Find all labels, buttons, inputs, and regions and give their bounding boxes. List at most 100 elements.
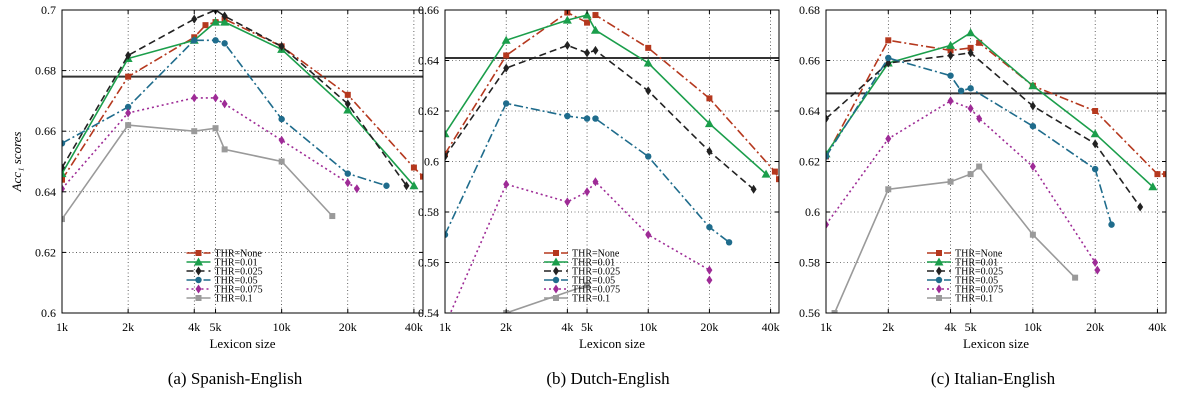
data-point: [220, 17, 230, 26]
data-point: [771, 168, 778, 175]
x-tick-label: 20k: [1086, 320, 1104, 334]
legend-marker: [195, 295, 202, 301]
legend: THR=NoneTHR=0.01THR=0.025THR=0.05THR=0.0…: [544, 249, 620, 305]
legend-entry: THR=0.05: [955, 276, 998, 287]
y-tick-label: 0.64: [35, 185, 56, 199]
data-point: [1029, 122, 1037, 130]
legend-marker: [936, 266, 942, 276]
data-point: [1090, 129, 1100, 138]
data-point: [966, 28, 976, 37]
data-point: [344, 170, 351, 177]
legend-entry: THR=0.075: [955, 285, 1003, 296]
y-axis-label: Acc₁ scores: [9, 132, 24, 193]
legend-marker: [552, 276, 560, 284]
data-point: [278, 135, 285, 145]
data-point: [725, 239, 733, 246]
legend-entry: THR=0.025: [215, 267, 263, 278]
data-point: [503, 179, 510, 189]
series-line-1: [826, 31, 1154, 188]
data-point: [410, 164, 417, 171]
data-point: [202, 22, 209, 29]
data-point: [1148, 182, 1158, 191]
data-point: [592, 177, 599, 187]
legend-entry: THR=0.025: [572, 267, 620, 278]
legend-entry: THR=0.1: [215, 294, 253, 305]
series-group: [826, 28, 1166, 313]
data-point: [191, 37, 198, 44]
legend-entry: THR=0.05: [572, 276, 615, 287]
data-point: [1092, 108, 1099, 114]
data-point: [706, 275, 713, 285]
x-tick-label: 5k: [965, 320, 977, 334]
data-point: [221, 146, 228, 153]
data-point: [344, 99, 351, 109]
y-tick-label: 0.62: [35, 245, 56, 259]
data-point: [967, 103, 974, 113]
data-point: [957, 87, 965, 95]
data-point: [761, 169, 771, 178]
data-point: [503, 52, 510, 59]
legend-entry: THR=None: [572, 249, 620, 260]
legend-marker: [551, 257, 561, 266]
data-point: [582, 10, 592, 19]
data-point: [885, 186, 892, 193]
data-point: [967, 44, 974, 51]
x-tick-label: 5k: [210, 320, 222, 334]
x-tick-label: 20k: [339, 320, 357, 334]
y-tick-label: 0.62: [799, 155, 820, 169]
legend-entry: THR=0.05: [215, 276, 258, 287]
legend-marker: [934, 257, 944, 266]
data-point: [445, 151, 448, 161]
legend-entry: THR=0.025: [955, 267, 1003, 278]
data-point: [125, 73, 132, 80]
data-point: [211, 17, 221, 26]
series-line-0: [826, 39, 1166, 175]
legend-marker: [936, 284, 942, 294]
x-axis-label: Lexicon size: [963, 336, 1029, 351]
series-line-3: [826, 57, 1113, 225]
data-point: [62, 163, 65, 173]
legend: THR=NoneTHR=0.01THR=0.025THR=0.05THR=0.0…: [186, 249, 263, 305]
y-tick-label: 0.66: [799, 54, 820, 68]
data-point: [592, 45, 599, 55]
data-point: [1091, 165, 1099, 173]
data-point: [947, 72, 954, 79]
panel-caption: (b) Dutch-English: [546, 369, 670, 388]
legend-entry: THR=0.1: [572, 294, 610, 305]
y-tick-label: 0.56: [418, 256, 439, 270]
series-line-3: [62, 39, 387, 187]
data-point: [212, 125, 219, 132]
y-tick-label: 0.66: [418, 3, 439, 17]
data-point: [353, 184, 360, 194]
legend-entry: THR=0.075: [215, 285, 263, 296]
data-point: [592, 12, 599, 19]
y-tick-label: 0.56: [799, 306, 820, 320]
panel-caption: (a) Spanish-English: [168, 369, 303, 388]
data-point: [562, 15, 572, 24]
data-point: [212, 37, 219, 44]
y-tick-label: 0.62: [418, 104, 439, 118]
data-point: [706, 146, 713, 156]
data-point: [584, 19, 591, 26]
panel-italian-english: 1k 2k 4k 5k 10k 20k 40k 0.56 0.58 0.6 0.62 0.64 0.66…: [799, 3, 1167, 388]
data-point: [706, 223, 713, 231]
x-tick-label: 40k: [762, 320, 780, 334]
data-point: [62, 169, 67, 178]
legend-entry: THR=0.01: [572, 258, 615, 269]
legend-marker: [195, 266, 202, 276]
legend-marker: [195, 276, 202, 284]
data-point: [645, 86, 652, 96]
data-point: [584, 282, 591, 289]
series-line-2: [62, 10, 408, 187]
panel-spanish-english: 1k 2k 4k 5k 10k 20k 40k 0.6 0.62 0.64 0.66 0.68 0.7 L…: [9, 3, 424, 388]
legend-marker: [553, 284, 559, 294]
data-point: [278, 41, 285, 51]
data-point: [409, 181, 419, 190]
series-line-5: [62, 124, 333, 220]
data-point: [125, 108, 132, 118]
y-tick-label: 0.68: [35, 64, 56, 78]
data-point: [831, 310, 838, 313]
data-point: [1154, 171, 1161, 178]
y-tick-label: 0.7: [41, 3, 56, 17]
data-point: [62, 140, 66, 147]
